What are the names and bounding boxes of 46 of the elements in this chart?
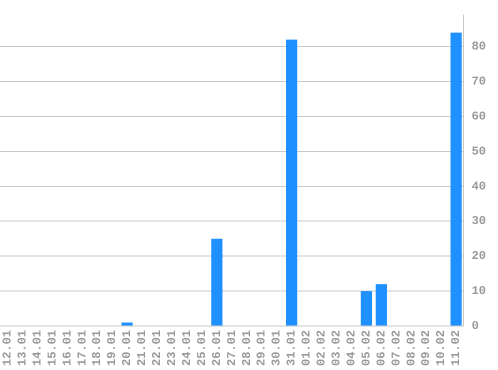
y-tick-label: 0 <box>472 319 479 334</box>
x-tick-label: 18.01 <box>90 330 104 366</box>
x-tick-label: 04.02 <box>344 330 358 366</box>
x-tick-label: 19.01 <box>105 330 120 366</box>
x-tick-label: 30.01 <box>270 330 284 366</box>
x-tick-label: 23.01 <box>164 330 179 366</box>
x-tick-label: 27.01 <box>224 330 239 366</box>
x-tick-label: 29.01 <box>254 330 269 366</box>
y-tick-label: 30 <box>472 214 486 228</box>
x-tick-label: 10.02 <box>434 330 448 366</box>
bar <box>360 291 372 326</box>
x-tick-label: 25.01 <box>194 330 209 366</box>
y-tick-label: 50 <box>472 144 486 158</box>
y-tick-label: 20 <box>472 249 486 264</box>
y-tick-label: 60 <box>472 109 486 124</box>
x-tick-label: 17.01 <box>75 330 90 366</box>
x-tick-label: 15.01 <box>45 330 60 366</box>
x-tick-label: 16.01 <box>60 330 74 366</box>
x-tick-label: 31.01 <box>284 330 299 366</box>
bar <box>376 284 387 326</box>
bar <box>450 32 462 326</box>
x-tick-label: 08.02 <box>404 330 418 366</box>
y-tick-label: 10 <box>472 284 486 298</box>
x-tick-label: 28.01 <box>240 330 254 366</box>
x-tick-label: 05.02 <box>359 330 374 366</box>
x-tick-label: 26.01 <box>210 330 224 366</box>
y-tick-label: 80 <box>472 40 486 54</box>
x-tick-label: 06.02 <box>374 330 388 366</box>
x-tick-label: 07.02 <box>389 330 404 366</box>
x-tick-label: 11.02 <box>449 330 464 366</box>
x-tick-label: 01.02 <box>300 330 314 366</box>
y-tick-label: 40 <box>472 179 486 194</box>
x-tick-label: 20.01 <box>120 330 134 366</box>
x-tick-label: 22.01 <box>150 330 164 366</box>
x-tick-label: 12.01 <box>0 330 14 366</box>
x-tick-label: 24.01 <box>180 330 194 366</box>
bar <box>211 238 222 326</box>
x-tick-label: 02.02 <box>314 330 329 366</box>
x-tick-label: 14.01 <box>30 330 44 366</box>
x-tick-label: 13.01 <box>15 330 30 366</box>
y-tick-label: 70 <box>472 74 486 89</box>
x-tick-label: 03.02 <box>330 330 344 366</box>
bar <box>122 322 133 326</box>
x-tick-label: 09.02 <box>419 330 434 366</box>
bar <box>286 40 298 326</box>
x-tick-label: 21.01 <box>135 330 150 366</box>
